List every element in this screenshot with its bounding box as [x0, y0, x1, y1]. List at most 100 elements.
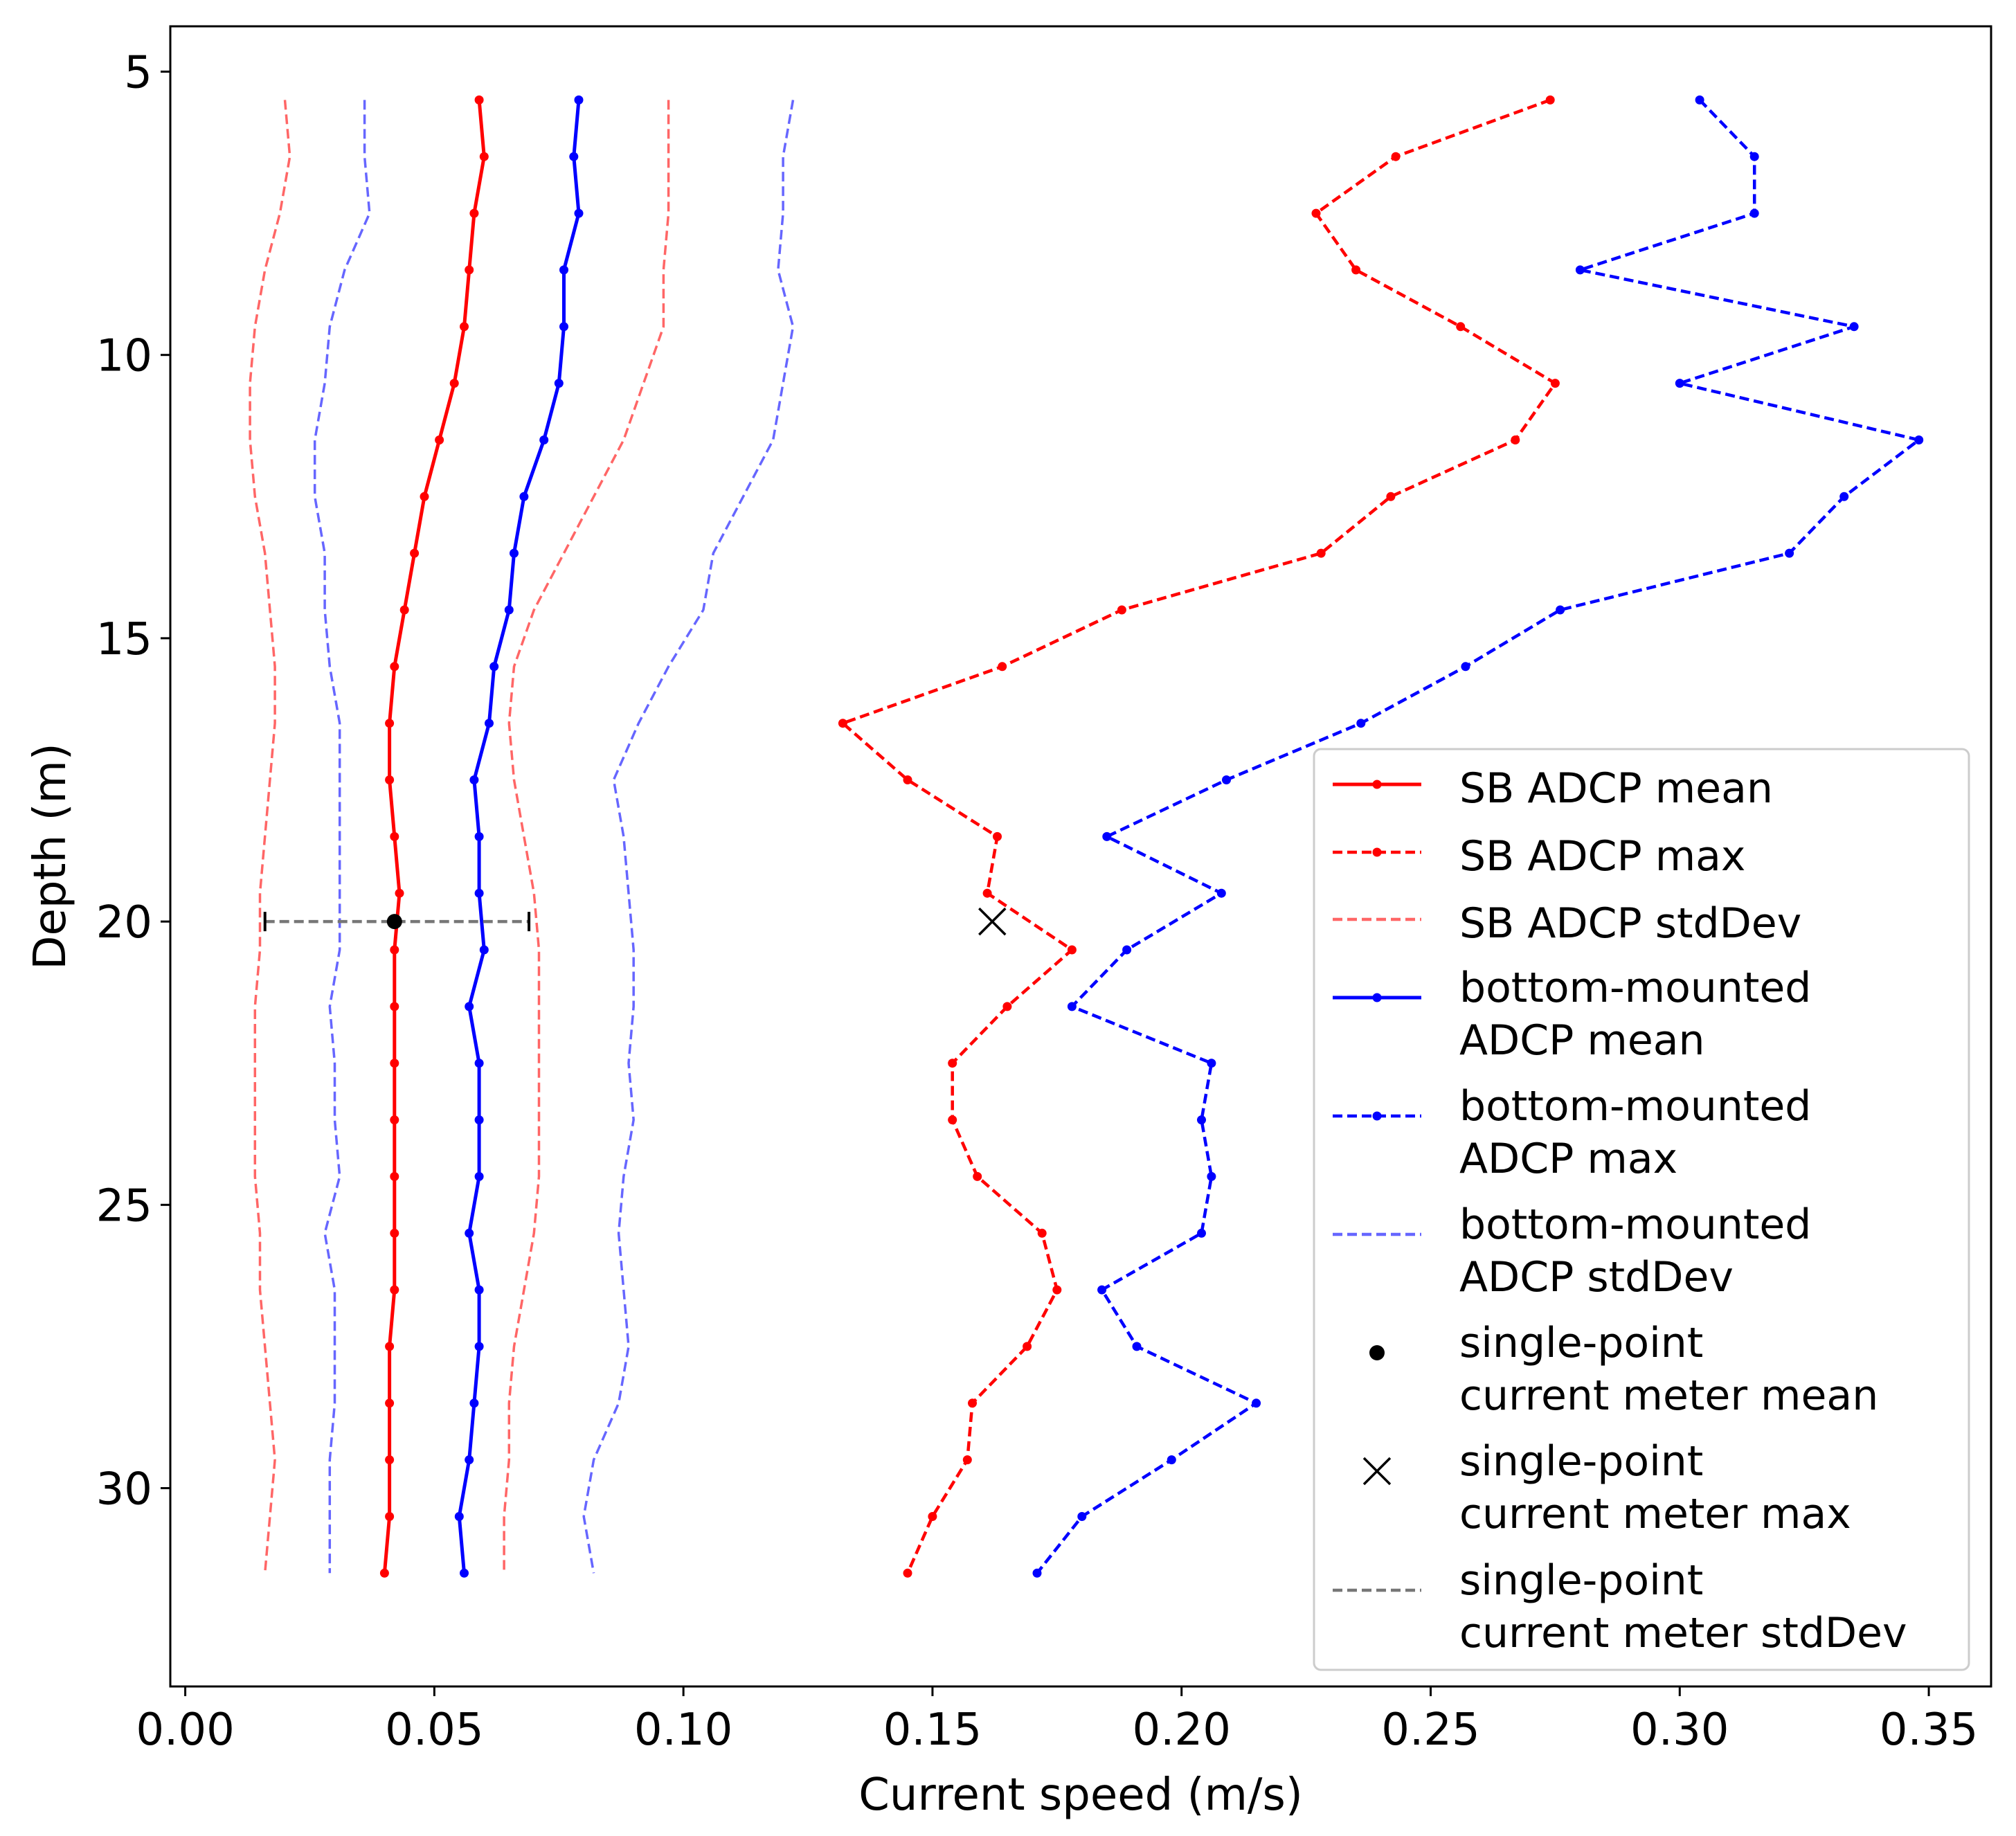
legend-handle-dot	[1372, 847, 1382, 857]
sb-adcp-max-point	[838, 719, 847, 728]
bottom-mounted-adcp-mean-point	[474, 1059, 484, 1068]
bottom-mounted-adcp-max-point	[1849, 322, 1859, 332]
bottom-mounted-adcp-mean-point	[469, 775, 479, 784]
bottom-mounted-adcp-max-line	[1036, 98, 1920, 1574]
sb-adcp-mean-point	[435, 435, 444, 444]
bottom-mounted-adcp-mean-point	[504, 605, 514, 615]
legend-label: single-point	[1459, 1437, 1703, 1486]
bottom-mounted-adcp-mean-point	[479, 945, 489, 955]
bottom-mounted-adcp-max-point	[1077, 1512, 1087, 1521]
legend-label: current meter mean	[1459, 1371, 1878, 1420]
sb-adcp-mean-point	[385, 719, 395, 728]
sb-adcp-mean-point	[395, 888, 404, 898]
sb-adcp-max-point	[1316, 548, 1326, 558]
sb-adcp-mean-point	[474, 95, 484, 105]
x-axis-label: Current speed (m/s)	[858, 1770, 1303, 1821]
series-layer	[249, 95, 1924, 1578]
x-tick-label: 0.10	[634, 1704, 733, 1756]
sb-adcp-mean-point	[420, 492, 429, 501]
sb-adcp-mean-point	[385, 1455, 395, 1465]
legend-label: current meter max	[1459, 1490, 1851, 1538]
bottom-mounted-adcp-mean-point	[469, 1398, 479, 1408]
bottom-mounted-adcp-mean-point	[474, 888, 484, 898]
sb-adcp-max-point	[1037, 1228, 1047, 1238]
sb-adcp-mean-point	[390, 945, 399, 955]
bottom-mounted-adcp-mean-point	[474, 1285, 484, 1295]
sb-adcp-max-point	[982, 888, 992, 898]
legend-label: ADCP mean	[1459, 1016, 1705, 1065]
sb-adcp-mean-point	[449, 379, 459, 388]
sb-adcp-max-point	[1511, 435, 1520, 444]
legend: SB ADCP mean SB ADCP max SB ADCP stdDev bot…	[1313, 748, 1970, 1671]
sb-adcp-max-point	[1456, 322, 1466, 332]
sb-adcp-max-point	[1391, 152, 1401, 161]
sb-adcp-mean-point	[385, 775, 395, 784]
legend-label: single-point	[1459, 1556, 1703, 1605]
x-tick-label: 0.00	[136, 1704, 235, 1756]
bottom-mounted-adcp-mean-point	[474, 1115, 484, 1125]
bottom-mounted-adcp-max-point	[1222, 775, 1231, 784]
bottom-mounted-adcp-max-point	[1122, 945, 1132, 955]
sb-adcp-mean-point	[385, 1398, 395, 1408]
bottom-mounted-adcp-mean-point	[569, 152, 579, 161]
sb-adcp-max-point	[1052, 1285, 1062, 1295]
sb-adcp-max-point	[948, 1059, 957, 1068]
bottom-mounted-adcp-max-point	[1785, 548, 1794, 558]
bottom-mounted-adcp-mean-point	[485, 719, 494, 728]
sb-adcp-max-point	[1067, 945, 1077, 955]
bottom-mounted-adcp-max-point	[1132, 1342, 1142, 1351]
bottom-mounted-adcp-max-point	[1575, 265, 1585, 275]
legend-label: ADCP max	[1459, 1135, 1677, 1183]
legend-label: ADCP stdDev	[1459, 1253, 1734, 1302]
bottom-mounted-adcp-mean-point	[554, 379, 564, 388]
legend-handle-x	[1362, 1457, 1392, 1486]
y-tick-label: 15	[96, 614, 152, 665]
sb-adcp-max-point	[1117, 605, 1126, 615]
sb-adcp-max-point	[1311, 208, 1321, 218]
sb-adcp-mean-point	[390, 662, 399, 672]
bottom-mounted-adcp-max-point	[1197, 1228, 1206, 1238]
bottom-mounted-adcp-mean-point	[519, 492, 529, 501]
x-tick-label: 0.25	[1381, 1704, 1480, 1756]
bottom-mounted-adcp-max-point	[1839, 492, 1849, 501]
bottom-mounted-adcp-max-point	[1207, 1059, 1216, 1068]
legend-label: SB ADCP mean	[1459, 764, 1773, 813]
bottom-mounted-adcp-max-point	[1102, 831, 1112, 841]
sb-adcp-max-point	[1002, 1002, 1012, 1011]
sb-adcp-mean-point	[390, 1228, 399, 1238]
sb-adcp-mean-point	[379, 1568, 389, 1578]
sb-adcp-stddev-upper-line	[503, 100, 670, 1574]
legend-label: SB ADCP max	[1459, 832, 1745, 881]
sb-adcp-max-point	[968, 1398, 977, 1408]
bottom-mounted-adcp-mean-point	[465, 1002, 474, 1011]
x-tick-label: 0.35	[1880, 1704, 1979, 1756]
x-tick-label: 0.30	[1630, 1704, 1729, 1756]
bottom-mounted-adcp-max-point	[1749, 152, 1759, 161]
bottom-mounted-adcp-mean-point	[460, 1568, 469, 1578]
bottom-mounted-adcp-mean-point	[474, 1342, 484, 1351]
legend-label: bottom-mounted	[1459, 1200, 1811, 1249]
bottom-mounted-adcp-mean-point	[465, 1455, 474, 1465]
bottom-mounted-adcp-mean-point	[465, 1228, 474, 1238]
sb-adcp-mean-point	[410, 548, 420, 558]
y-tick-label: 5	[124, 47, 152, 98]
bottom-mounted-adcp-max-point	[1216, 888, 1226, 898]
bottom-mounted-adcp-max-point	[1749, 208, 1759, 218]
sb-adcp-max-point	[973, 1171, 982, 1181]
bottom-mounted-adcp-mean-point	[454, 1512, 464, 1521]
bottom-mounted-adcp-max-point	[1675, 379, 1684, 388]
bottom-mounted-adcp-max-point	[1197, 1115, 1206, 1125]
bottom-mounted-adcp-mean-point	[474, 1171, 484, 1181]
bottom-mounted-adcp-mean-point	[510, 548, 519, 558]
x-tick-label: 0.05	[385, 1704, 484, 1756]
legend-item: SB ADCP mean	[1333, 764, 1773, 813]
y-axis-label: Depth (m)	[25, 743, 76, 970]
bottom-mounted-adcp-stddev-lower-line	[313, 100, 371, 1574]
bottom-mounted-adcp-max-point	[1032, 1568, 1042, 1578]
bottom-mounted-adcp-mean-point	[539, 435, 549, 444]
